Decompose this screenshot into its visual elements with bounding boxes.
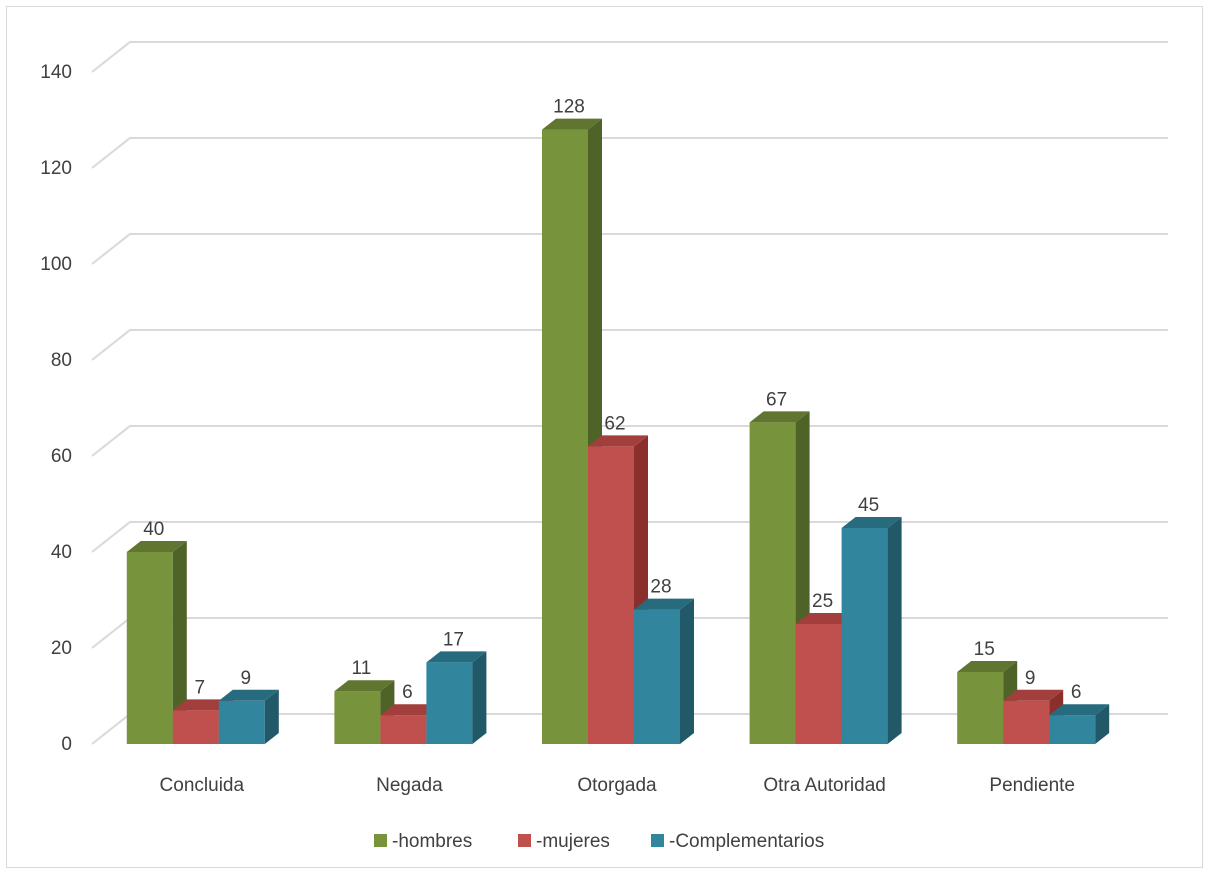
bar-top — [1049, 704, 1110, 716]
y-tick-label: 0 — [61, 734, 72, 755]
bar — [218, 689, 279, 744]
data-label: 62 — [604, 413, 625, 434]
bar-front — [542, 129, 588, 745]
legend: -hombres -mujeres -Complementarios — [374, 831, 824, 852]
y-tick-label: 60 — [51, 446, 72, 467]
legend-label: -mujeres — [536, 831, 610, 852]
data-label: 6 — [402, 682, 413, 703]
y-axis-tick-labels: 0 20 40 60 80 100 120 140 — [40, 62, 72, 755]
bar-top — [426, 651, 487, 663]
bar-top — [588, 435, 648, 447]
y-tick-label: 20 — [51, 638, 72, 659]
bar-top — [542, 118, 602, 130]
bar-top — [218, 689, 279, 701]
bar-top — [957, 661, 1018, 672]
bar-front — [426, 662, 473, 744]
bar — [126, 541, 187, 744]
bar-front — [172, 710, 219, 744]
bars — [126, 118, 1110, 745]
data-label: 9 — [241, 668, 252, 689]
data-label: 11 — [352, 658, 372, 679]
x-category-label: Concluida — [160, 775, 245, 796]
bar-top — [1003, 689, 1064, 701]
data-label: 17 — [443, 629, 464, 650]
y-tick-label: 40 — [51, 542, 72, 563]
bar-side — [172, 541, 187, 744]
data-label: 6 — [1071, 682, 1082, 703]
x-category-label: Otra Autoridad — [763, 775, 886, 796]
bar-front — [380, 715, 427, 744]
legend-swatch — [374, 834, 387, 847]
bar-front — [334, 691, 381, 744]
y-tick-label: 80 — [51, 350, 72, 371]
gridline — [91, 521, 1168, 553]
bar-side — [1095, 704, 1110, 744]
legend-label: -hombres — [392, 831, 472, 852]
bar-side — [472, 651, 487, 744]
legend-item: -hombres — [374, 831, 472, 852]
gridline — [91, 41, 1168, 73]
gridline — [91, 329, 1168, 361]
legend-item: -Complementarios — [651, 831, 824, 852]
bar-top — [172, 699, 233, 711]
legend-label: -Complementarios — [669, 831, 824, 852]
bar — [841, 517, 902, 744]
legend-swatch — [651, 834, 664, 847]
data-label: 15 — [974, 639, 995, 660]
y-tick-label: 140 — [40, 62, 72, 83]
data-label: 9 — [1025, 668, 1036, 689]
bar-front — [634, 609, 680, 744]
gridline — [91, 233, 1168, 265]
x-category-label: Negada — [376, 775, 443, 796]
legend-swatch — [518, 834, 531, 847]
bar-top — [749, 411, 810, 423]
data-label: 67 — [766, 389, 787, 410]
bar-front — [795, 624, 842, 744]
x-category-label: Pendiente — [989, 775, 1075, 796]
y-tick-label: 100 — [40, 254, 72, 275]
data-label: 7 — [195, 677, 206, 698]
bar-front — [126, 552, 173, 744]
bar-side — [264, 689, 279, 744]
gridline — [91, 425, 1168, 457]
bar-front — [749, 422, 796, 744]
bar-top — [334, 680, 395, 692]
bar — [634, 598, 694, 744]
data-label: 45 — [858, 495, 879, 516]
bar-front — [1003, 700, 1050, 744]
data-label: 40 — [143, 519, 164, 540]
bar-front — [957, 672, 1004, 744]
bar-front — [841, 528, 888, 744]
bar-top — [795, 613, 856, 624]
x-axis-category-labels: Concluida Negada Otorgada Otra Autoridad Pen… — [160, 775, 1075, 796]
bar-side — [887, 517, 902, 744]
bar-top — [634, 598, 694, 610]
bar-top — [841, 517, 902, 528]
bar-top — [380, 704, 441, 716]
bar — [749, 411, 810, 744]
bar-front — [218, 700, 265, 744]
gridline — [91, 137, 1168, 169]
bar — [426, 651, 487, 744]
data-labels: 40 7 9 11 6 17 128 62 28 67 25 45 15 9 6 — [143, 97, 1081, 704]
data-label: 28 — [650, 577, 671, 598]
bar — [334, 680, 395, 744]
bar-side — [680, 598, 694, 744]
y-tick-label: 120 — [40, 158, 72, 179]
legend-item: -mujeres — [518, 831, 610, 852]
data-label: 128 — [553, 97, 585, 118]
data-label: 25 — [812, 591, 833, 612]
bar-front — [1049, 715, 1096, 744]
bar — [1049, 704, 1110, 744]
bar-top — [126, 541, 187, 552]
bar-front — [588, 446, 634, 744]
x-category-label: Otorgada — [577, 775, 657, 796]
bar — [542, 118, 602, 745]
